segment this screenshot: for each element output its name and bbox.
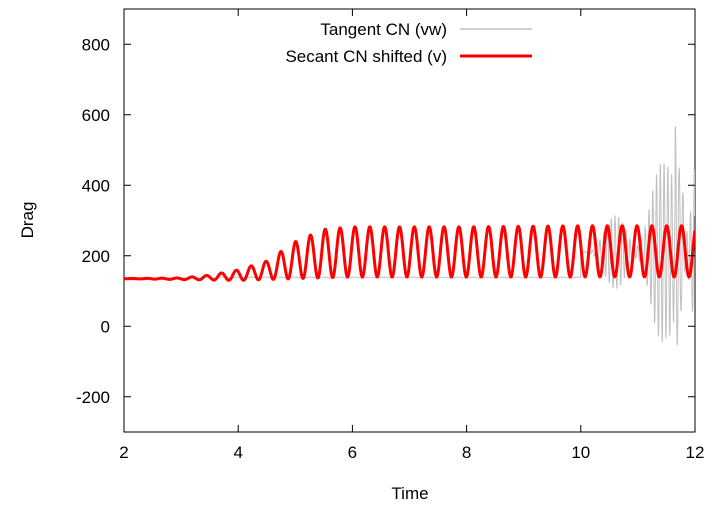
x-tick-label: 4 — [233, 443, 242, 462]
y-tick-label: -200 — [76, 388, 110, 407]
x-tick-label: 6 — [348, 443, 357, 462]
legend-entry-secant-label: Secant CN shifted (v) — [285, 47, 447, 66]
y-axis-label: Drag — [18, 202, 37, 239]
x-tick-label: 12 — [686, 443, 705, 462]
y-tick-label: 200 — [82, 247, 110, 266]
y-tick-label: 400 — [82, 176, 110, 195]
x-tick-label: 8 — [462, 443, 471, 462]
y-tick-label: 0 — [101, 317, 110, 336]
x-axis-label: Time — [391, 484, 428, 503]
legend: Tangent CN (vw) Secant CN shifted (v) — [285, 20, 532, 66]
y-tick-label: 800 — [82, 35, 110, 54]
series-line-secant-cn-shifted-v — [124, 224, 695, 282]
y-tick-label: 600 — [82, 106, 110, 125]
plot-frame — [123, 8, 696, 433]
legend-entry-tangent-label: Tangent CN (vw) — [320, 20, 447, 39]
x-tick-label: 10 — [571, 443, 590, 462]
x-tick-label: 2 — [119, 443, 128, 462]
